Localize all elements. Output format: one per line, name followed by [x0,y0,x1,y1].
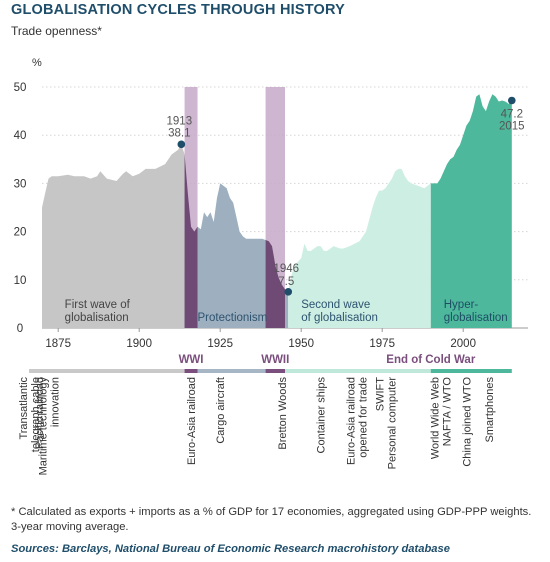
y-tick-label: 0 [17,323,23,335]
period-label-2: Protectionism [198,312,268,324]
period-label-1: globalisation [65,312,129,324]
chart-subtitle: Trade openness* [11,24,102,38]
area-series [42,94,512,328]
timeline-event-2: Pacific railroad [34,377,46,449]
era-label-1: WWI [179,354,204,366]
annotation-value-1913: 38.1 [168,127,190,139]
x-tick-label: 1925 [207,338,233,350]
sources: Sources: Barclays, National Bureau of Ec… [11,543,450,555]
period-label-3: of globalisation [301,312,378,324]
timeline-event-8: Euro-Asia railroad [345,377,357,465]
timeline-event-3: Maritime technology [37,377,49,476]
chart-labels: % 0 10 20 30 40 50 1875 1900 1925 1950 1975 2000 Firs… [14,57,525,350]
y-tick-label: 50 [14,82,27,94]
y-tick-label: 40 [14,130,27,142]
timeline-event-8: opened for trade [357,377,369,458]
annotation-point-1913 [177,140,186,149]
timeline-segment-5 [285,369,431,373]
timeline-event-1: Transatlantic [18,377,30,440]
era-label-3: End of Cold War [386,354,476,366]
timeline-event-7: Container ships [316,377,328,454]
area-series-1 [42,144,185,328]
war-bands [184,87,285,328]
globalisation-chart: % 0 10 20 30 40 50 1875 1900 1925 1950 1975 2000 Firs… [14,57,528,475]
annotation-year-2015: 2015 [499,120,525,132]
y-axis-label: % [32,57,42,69]
y-tick-label: 20 [14,227,27,239]
timeline-event-11: China joined WTO [461,377,473,467]
timeline-segment-3 [197,369,266,373]
timeline-segment-6 [430,369,512,373]
annotation-value-2015: 47.2 [501,108,523,120]
annotation-value-1946: 7.5 [278,276,294,288]
area-series-2 [184,154,289,328]
timeline-segment-1 [29,369,185,373]
y-tick-label: 30 [14,178,27,190]
y-tick-label: 10 [14,275,27,287]
timeline: WWI WWII End of Cold War Transatlantic teleg… [18,354,512,475]
footnote: * Calculated as exports + imports as a %… [11,506,532,533]
timeline-segment-4 [265,369,285,373]
annotation-point-2015 [508,96,516,105]
timeline-event-10: World Wide Web [430,377,442,459]
area-series-4 [430,94,512,328]
timeline-event-1: telegraph cable [30,377,42,452]
timeline-event-10: NAFTA / WTO [442,377,454,447]
era-label-2: WWII [261,354,289,366]
timeline-event-4: Euro-Asia railroad [186,377,198,465]
period-label-3: Second wave [301,299,370,311]
timeline-event-9: Personal computer [386,377,398,470]
war-band-fill-wwii [265,240,285,328]
timeline-event-12: Smartphones [484,377,496,443]
period-label-4: Hyper- [444,299,479,311]
x-tick-label: 1875 [45,338,71,350]
war-band-fill-wwi [184,154,198,328]
timeline-event-9: SWIFT [374,377,386,411]
area-series-3 [288,168,431,328]
annotation-point-1946 [284,288,293,296]
annotation-year-1946: 1946 [273,263,299,275]
timeline-event-5: Cargo aircraft [215,377,227,444]
chart-title: GLOBALISATION CYCLES THROUGH HISTORY [11,2,345,18]
timeline-event-6: Bretton Woods [277,377,289,450]
x-tick-label: 1900 [126,338,152,350]
period-label-4: globalisation [444,312,508,324]
x-tick-label: 1950 [288,338,314,350]
period-label-1: First wave of [65,299,131,311]
timeline-segment-2 [184,369,198,373]
annotation-year-1913: 1913 [167,115,193,127]
x-tick-label: 2000 [450,338,476,350]
timeline-event-3: innovation [49,377,61,427]
x-tick-label: 1975 [369,338,395,350]
